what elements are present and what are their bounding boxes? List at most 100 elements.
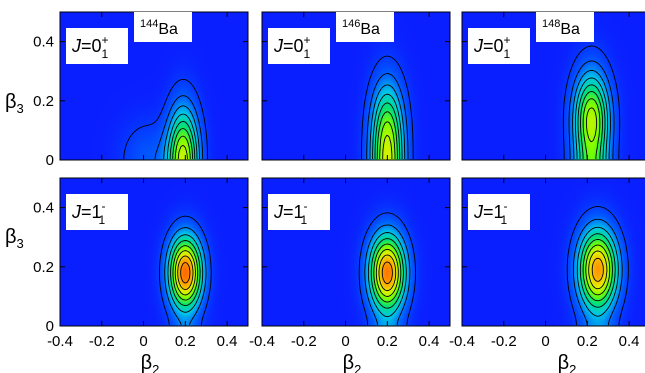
contour-line bbox=[562, 45, 621, 159]
isotope-mass: 144 bbox=[140, 18, 158, 30]
ytick-label: 0.2 bbox=[33, 93, 54, 110]
state-J: J bbox=[473, 36, 484, 56]
state-J: J bbox=[473, 202, 484, 222]
contour-line bbox=[574, 77, 609, 160]
contour-line bbox=[172, 245, 199, 301]
state-label-box bbox=[468, 194, 530, 230]
state-eq: =0 bbox=[81, 36, 102, 56]
state-J: J bbox=[273, 202, 284, 222]
state-sup: + bbox=[504, 33, 511, 47]
panel-146Ba-0+: J=0+ 1 146Ba bbox=[261, 11, 451, 161]
state-label: J=1-1 bbox=[273, 199, 308, 227]
contour-lines bbox=[123, 78, 209, 160]
contour-line bbox=[177, 255, 194, 291]
state-sup: - bbox=[504, 199, 508, 213]
contour-line bbox=[163, 105, 200, 160]
contour-line bbox=[591, 257, 604, 282]
contour-line bbox=[375, 248, 399, 297]
tick-marks bbox=[59, 178, 248, 327]
contour-line bbox=[159, 215, 212, 326]
state-sup: - bbox=[102, 199, 106, 213]
tick-marks bbox=[461, 178, 630, 327]
xtick-label: 0 bbox=[341, 333, 349, 350]
state-sub: 1 bbox=[301, 213, 308, 227]
contour-line bbox=[358, 212, 417, 326]
state-label: J=0+ 1 bbox=[473, 33, 511, 61]
contour-line bbox=[382, 134, 393, 159]
contour-lines bbox=[361, 55, 414, 160]
contour-line bbox=[169, 120, 196, 160]
contour-line bbox=[366, 73, 409, 159]
panel-146Ba-1-: -0.4 -0.2 0 0.2 0.4 J=1-1 bbox=[249, 177, 451, 350]
contour-line bbox=[588, 250, 608, 290]
contour-line bbox=[378, 254, 397, 292]
state-label: J=1-1 bbox=[71, 199, 106, 227]
state-J: J bbox=[71, 202, 82, 222]
contour-lines bbox=[159, 215, 212, 326]
axis-label-subscript: 3 bbox=[17, 236, 24, 251]
panel-frame bbox=[461, 177, 645, 327]
contour-line bbox=[577, 84, 606, 159]
panel-144Ba-1-: 0 0.2 0.4 -0.4 -0.2 0 0.2 0.4 J=1-1 bbox=[33, 177, 249, 350]
contour-line bbox=[572, 69, 611, 159]
state-label: J=1-1 bbox=[473, 199, 508, 227]
contour-line bbox=[372, 93, 403, 159]
state-eq: =1 bbox=[81, 202, 102, 222]
axes: β3 β3 β2 β2 β2 bbox=[5, 91, 576, 373]
contour-line bbox=[370, 238, 404, 309]
axis-label-subscript: 2 bbox=[152, 362, 159, 373]
isotope-label: 146Ba bbox=[342, 18, 380, 38]
panel-frame bbox=[261, 177, 451, 327]
state-sub: 1 bbox=[304, 47, 311, 61]
state-sup: + bbox=[102, 33, 109, 47]
state-sup: + bbox=[304, 33, 311, 47]
contour-line bbox=[174, 250, 196, 296]
isotope-symbol: Ba bbox=[360, 21, 380, 38]
contour-line bbox=[572, 218, 623, 326]
isotope-mass: 146 bbox=[342, 18, 360, 30]
isotope-symbol: Ba bbox=[158, 21, 178, 38]
xlabel-col3-main: β bbox=[558, 352, 570, 373]
contour-line bbox=[172, 128, 194, 160]
panel-frame bbox=[59, 177, 249, 327]
state-sub: 1 bbox=[501, 213, 508, 227]
contour-line bbox=[180, 262, 191, 284]
xlabel-col3: β2 bbox=[558, 352, 577, 373]
contour-line bbox=[566, 206, 629, 326]
state-label: J=0+ 1 bbox=[71, 33, 109, 61]
contour-line bbox=[580, 91, 603, 159]
xlabel-col2: β2 bbox=[343, 352, 362, 373]
ytick-label: 0.2 bbox=[33, 259, 54, 276]
contour-line bbox=[154, 95, 204, 160]
isotope-label: 144Ba bbox=[140, 18, 178, 38]
xlabel-col1: β2 bbox=[141, 352, 160, 373]
contour-line bbox=[167, 234, 204, 313]
state-J: J bbox=[273, 36, 284, 56]
contour-line bbox=[582, 98, 601, 160]
contour-line bbox=[373, 243, 402, 303]
xtick-label: 0.4 bbox=[217, 333, 238, 350]
isotope-mass: 148 bbox=[542, 18, 560, 30]
xtick-label: -0.4 bbox=[47, 333, 73, 350]
state-eq: =0 bbox=[483, 36, 504, 56]
ylabel-bottom: β3 bbox=[5, 226, 24, 251]
ytick-label: 0 bbox=[46, 318, 54, 335]
xtick-label: 0.4 bbox=[419, 333, 440, 350]
tick-marks bbox=[261, 178, 450, 327]
contour-line bbox=[379, 121, 396, 159]
contour-line bbox=[374, 102, 401, 159]
state-label-box bbox=[268, 28, 330, 64]
contour-line bbox=[164, 227, 207, 326]
contour-line bbox=[381, 261, 393, 285]
contour-lines bbox=[358, 212, 417, 326]
isotope-symbol: Ba bbox=[560, 21, 580, 38]
contour-line bbox=[123, 78, 209, 160]
contour-line bbox=[166, 113, 198, 159]
xtick-label: -0.2 bbox=[291, 333, 317, 350]
isotope-label-box bbox=[536, 12, 594, 42]
state-sub: 1 bbox=[504, 47, 511, 61]
state-eq: =1 bbox=[283, 202, 304, 222]
isotope-label: 148Ba bbox=[542, 18, 580, 38]
contour-line bbox=[361, 55, 414, 159]
